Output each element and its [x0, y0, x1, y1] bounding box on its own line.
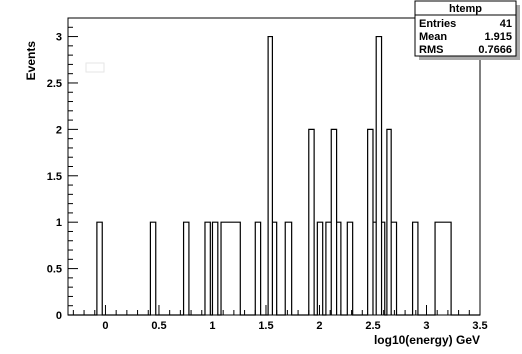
stats-entries-label: Entries [419, 18, 456, 30]
y-axis: 0 0.5 1 1.5 2 2.5 3 [47, 17, 78, 322]
y-axis-title: Events [24, 41, 38, 81]
stats-entries-value: 41 [500, 18, 512, 30]
y-tick-label: 3 [56, 32, 62, 44]
stats-mean-value: 1.915 [484, 31, 512, 43]
x-tick-label: 3 [423, 320, 429, 332]
stats-box-frame [414, 0, 517, 57]
y-tick-label: 0.5 [47, 264, 62, 276]
x-tick-label: 3.5 [472, 320, 487, 332]
y-tick-label: 0 [56, 310, 62, 322]
stats-rms-value: 0.7666 [478, 44, 512, 56]
histogram-outline [68, 35, 480, 316]
x-axis-title: log10(energy) GeV [374, 333, 480, 347]
y-tick-label: 2 [56, 124, 62, 136]
corner-patch [0, 0, 62, 14]
x-tick-label: 0 [102, 320, 108, 332]
stats-rms-label: RMS [419, 44, 443, 56]
empty-legend-box [85, 62, 105, 73]
x-tick-label: 2.5 [365, 320, 380, 332]
stats-mean-label: Mean [419, 31, 447, 43]
x-axis: 0 0.5 1 1.5 2 2.5 3 3.5 [72, 305, 488, 332]
x-tick-label: 0.5 [151, 320, 166, 332]
y-tick-label: 2.5 [47, 78, 62, 90]
x-tick-label: 1 [209, 320, 215, 332]
x-tick-label: 2 [316, 320, 322, 332]
stats-title: htemp [449, 3, 482, 15]
x-tick-label: 1.5 [258, 320, 273, 332]
stats-box: htemp Entries 41 Mean 1.915 RMS 0.7666 [414, 0, 520, 60]
y-tick-label: 1.5 [47, 171, 62, 183]
y-tick-label: 1 [56, 217, 62, 229]
